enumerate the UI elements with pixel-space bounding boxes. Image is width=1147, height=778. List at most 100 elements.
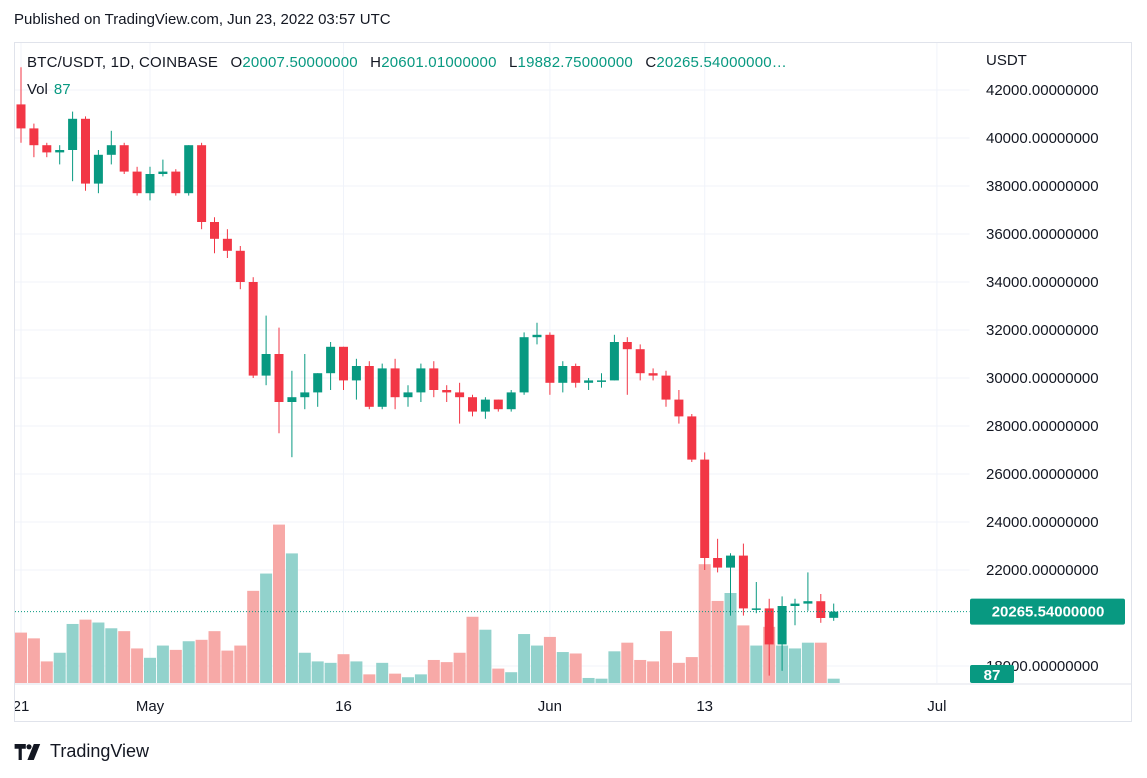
volume-bar	[647, 661, 660, 683]
candle-body[interactable]	[674, 399, 684, 417]
candle-body[interactable]	[210, 222, 219, 239]
candle-body[interactable]	[700, 459, 710, 558]
candle-body[interactable]	[313, 373, 323, 393]
y-tick-label: 18000.00000000	[986, 658, 1099, 675]
candle-body[interactable]	[455, 392, 465, 398]
volume-bar	[427, 659, 440, 683]
candle-body[interactable]	[571, 366, 581, 383]
candle-body[interactable]	[738, 555, 748, 609]
ohlc-legend: BTC/USDT, 1D, COINBASE O20007.50000000 H…	[27, 54, 787, 71]
close-label: C	[645, 54, 657, 71]
candle-body[interactable]	[158, 171, 168, 174]
candle-body[interactable]	[377, 368, 387, 407]
candle-body[interactable]	[274, 354, 284, 402]
candle-body[interactable]	[416, 368, 426, 393]
volume-bar	[350, 661, 363, 683]
candle-body[interactable]	[68, 118, 78, 150]
volume-bar	[389, 673, 402, 683]
candle-body[interactable]	[545, 334, 555, 383]
volume-bar	[801, 642, 814, 683]
candle-body[interactable]	[790, 603, 800, 606]
candle-body[interactable]	[29, 128, 39, 146]
candle-body[interactable]	[751, 608, 761, 610]
candle-body[interactable]	[222, 238, 232, 251]
volume-bar	[208, 631, 221, 683]
candle-body[interactable]	[364, 366, 374, 407]
volume-bar	[595, 678, 608, 683]
candle-body[interactable]	[816, 601, 826, 618]
candle-body[interactable]	[171, 171, 181, 194]
candle-body[interactable]	[81, 118, 90, 184]
candle-body[interactable]	[648, 373, 658, 376]
low-label: L	[509, 54, 518, 71]
candle-body[interactable]	[506, 392, 516, 410]
candle-body[interactable]	[622, 342, 632, 350]
candle-body[interactable]	[468, 397, 477, 412]
high-value: 20601.01000000	[381, 54, 497, 71]
candle-body[interactable]	[106, 145, 116, 155]
candle-body[interactable]	[42, 145, 52, 153]
candle-body[interactable]	[609, 342, 619, 381]
candle-body[interactable]	[55, 150, 65, 153]
candle-body[interactable]	[726, 555, 735, 568]
candle-body[interactable]	[777, 606, 787, 645]
candle-body[interactable]	[300, 392, 310, 398]
candle-body[interactable]	[326, 346, 336, 374]
candle-body[interactable]	[93, 154, 103, 184]
candle-body[interactable]	[493, 399, 503, 410]
volume-bar	[634, 659, 647, 683]
volume-bar	[131, 648, 144, 683]
candle-body[interactable]	[661, 375, 671, 400]
candle-body[interactable]	[764, 608, 774, 645]
candle-body[interactable]	[339, 346, 348, 381]
candle-body[interactable]	[429, 368, 439, 390]
candle-body[interactable]	[803, 601, 813, 604]
candle-body[interactable]	[16, 104, 26, 129]
volume-bar	[15, 632, 27, 683]
volume-bar	[169, 649, 182, 683]
candle-body[interactable]	[248, 282, 258, 376]
y-tick-label: 32000.00000000	[986, 322, 1099, 339]
volume-bar	[40, 661, 53, 683]
candle-body[interactable]	[235, 250, 245, 282]
candle-body[interactable]	[351, 366, 361, 381]
volume-bar	[505, 672, 518, 683]
high-label: H	[370, 54, 382, 71]
chart-pane[interactable]: 42000.00000000 40000.00000000 38000.000000…	[14, 42, 1132, 722]
candle-body[interactable]	[145, 174, 155, 194]
candle-body[interactable]	[184, 145, 194, 194]
volume-bar	[298, 652, 311, 683]
candle-body[interactable]	[261, 354, 271, 376]
volume-bar	[324, 662, 337, 683]
candle-body[interactable]	[713, 558, 723, 568]
volume-bar	[724, 593, 737, 683]
candle-body[interactable]	[119, 145, 129, 172]
candle-body[interactable]	[532, 334, 542, 338]
low-value: 19882.75000000	[517, 54, 633, 71]
x-tick-label: Jul	[927, 698, 946, 715]
volume-bar	[582, 677, 595, 683]
y-tick-label: 24000.00000000	[986, 514, 1099, 531]
candle-body[interactable]	[442, 390, 452, 393]
candle-body[interactable]	[403, 392, 413, 398]
volume-tag-label: 87	[984, 667, 1001, 684]
candle-body[interactable]	[197, 145, 207, 222]
candle-body[interactable]	[635, 349, 645, 374]
candle-body[interactable]	[519, 337, 529, 393]
tradingview-logo[interactable]: TradingView	[14, 741, 149, 762]
price-axis-unit: USDT	[986, 52, 1027, 69]
candle-body[interactable]	[287, 397, 297, 402]
candle-body[interactable]	[480, 399, 490, 412]
volume-bar	[672, 662, 685, 683]
candle-body[interactable]	[132, 171, 142, 194]
candlestick-chart[interactable]: 42000.00000000 40000.00000000 38000.000000…	[15, 43, 1131, 721]
candle-body[interactable]	[558, 366, 568, 383]
y-tick-label: 36000.00000000	[986, 226, 1099, 243]
volume-bar	[414, 674, 427, 683]
candle-body[interactable]	[584, 380, 594, 383]
candle-body[interactable]	[390, 368, 400, 398]
candle-body[interactable]	[829, 611, 839, 618]
candle-body[interactable]	[687, 416, 697, 460]
volume-bar	[260, 573, 273, 683]
candle-body[interactable]	[597, 380, 606, 382]
